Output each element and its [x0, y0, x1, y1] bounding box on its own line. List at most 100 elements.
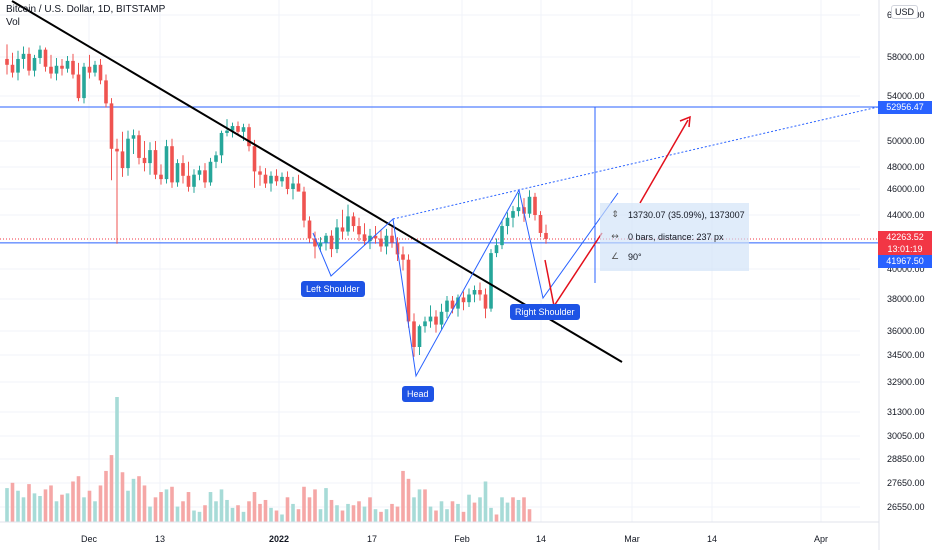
volume-bar: [516, 499, 521, 529]
volume-bar: [439, 501, 444, 529]
candle-body: [208, 161, 213, 183]
support-price-tag[interactable]: 41967.50: [878, 255, 932, 268]
red-target-arrowhead: [679, 115, 691, 128]
time-tick-label: Feb: [454, 534, 470, 544]
candle-body: [538, 215, 543, 233]
volume-bar: [291, 503, 295, 529]
candle-body: [461, 297, 466, 303]
time-tick-label: Apr: [814, 534, 828, 544]
candle-body: [357, 226, 361, 235]
volume-bar: [505, 502, 510, 529]
candle-body: [32, 57, 37, 71]
volume-bar: [38, 496, 42, 529]
volume-bar: [16, 490, 20, 529]
volume-bar: [379, 511, 383, 529]
measure-tooltip: ⇕ 13730.07 (35.09%), 1373007 ↔ 0 bars, d…: [600, 203, 749, 271]
volume-bar: [142, 485, 147, 529]
candle-body: [379, 238, 383, 247]
left-shoulder-label[interactable]: Left Shoulder: [301, 281, 365, 297]
volume-bar: [522, 497, 526, 529]
volume-bar: [340, 510, 345, 529]
volume-bar: [153, 497, 158, 529]
candle-body: [65, 60, 70, 69]
head-label[interactable]: Head: [402, 386, 434, 402]
candle-body: [434, 316, 438, 325]
price-tick-label: 28850.00: [887, 454, 925, 464]
volume-bar: [461, 511, 466, 529]
price-tick-label: 58000.00: [887, 52, 925, 62]
volume-bar: [170, 486, 174, 529]
volume-bar: [186, 492, 191, 529]
volume-legend[interactable]: Vol: [6, 17, 20, 28]
price-tick-label: 46000.00: [887, 184, 925, 194]
candle-body: [417, 326, 422, 347]
candle-body: [351, 216, 356, 227]
candle-body: [274, 175, 279, 182]
candle-body: [313, 238, 317, 247]
volume-bar: [368, 497, 372, 529]
current-price-tag[interactable]: 42263.52 13:01:19: [878, 231, 932, 255]
volume-bar: [406, 478, 411, 529]
right-shoulder-label[interactable]: Right Shoulder: [510, 304, 580, 320]
volume-bar: [313, 489, 317, 529]
candle-body: [93, 64, 97, 73]
red-target-arrow-line: [639, 119, 689, 204]
candle-body: [511, 211, 515, 218]
candle-body: [131, 135, 136, 139]
candle-body: [164, 146, 169, 180]
volume-bar: [76, 476, 81, 529]
symbol-legend[interactable]: Bitcoin / U.S. Dollar, 1D, BITSTAMP: [6, 4, 166, 15]
candle-body: [467, 294, 471, 303]
candle-body: [445, 300, 449, 312]
volume-bar: [131, 478, 136, 529]
volume-bar: [296, 509, 301, 529]
volume-bar: [456, 503, 460, 529]
candle-body: [10, 64, 15, 73]
volume-bar: [197, 511, 202, 529]
candle-body: [533, 196, 537, 215]
volume-bar: [247, 501, 251, 529]
price-tick-label: 30050.00: [887, 431, 925, 441]
volume-bar: [126, 490, 130, 529]
candle-body: [197, 170, 202, 175]
candle-body: [269, 175, 273, 184]
volume-bar: [434, 510, 438, 529]
candle-body: [335, 227, 339, 250]
volume-bar: [219, 489, 224, 529]
candle-body: [478, 290, 482, 295]
resistance-price-tag[interactable]: 52956.47: [878, 101, 932, 114]
price-tick-label: 34500.00: [887, 350, 925, 360]
volume-bar: [329, 499, 334, 529]
candle-body: [159, 174, 163, 180]
volume-bar: [203, 505, 207, 529]
candle-body: [544, 232, 548, 239]
volume-bar: [401, 470, 405, 529]
volume-bar: [527, 509, 532, 529]
volume-bar: [60, 494, 64, 529]
candle-body: [500, 226, 504, 246]
candle-countdown: 13:01:19: [887, 244, 923, 254]
volume-bar: [483, 481, 488, 529]
downtrend-line: [11, 0, 623, 363]
currency-badge[interactable]: USD: [890, 5, 918, 19]
volume-bar: [351, 505, 356, 529]
candle-body: [16, 58, 20, 73]
candle-body: [38, 49, 42, 58]
time-tick-label: 2022: [269, 534, 289, 544]
volume-bar: [511, 497, 515, 529]
head-shoulders-path: [312, 188, 619, 378]
candle-body: [368, 235, 372, 242]
volume-bar: [500, 497, 504, 529]
volume-bar: [489, 507, 493, 529]
volume-bar: [357, 501, 361, 529]
volume-bar: [32, 493, 37, 529]
volume-bar: [120, 472, 125, 529]
candle-body: [43, 49, 48, 67]
volume-bar: [302, 486, 306, 529]
candle-body: [362, 234, 367, 242]
candle-body: [54, 65, 59, 74]
volume-bar: [164, 489, 169, 529]
volume-bar: [241, 511, 246, 529]
candle-body: [241, 127, 246, 132]
